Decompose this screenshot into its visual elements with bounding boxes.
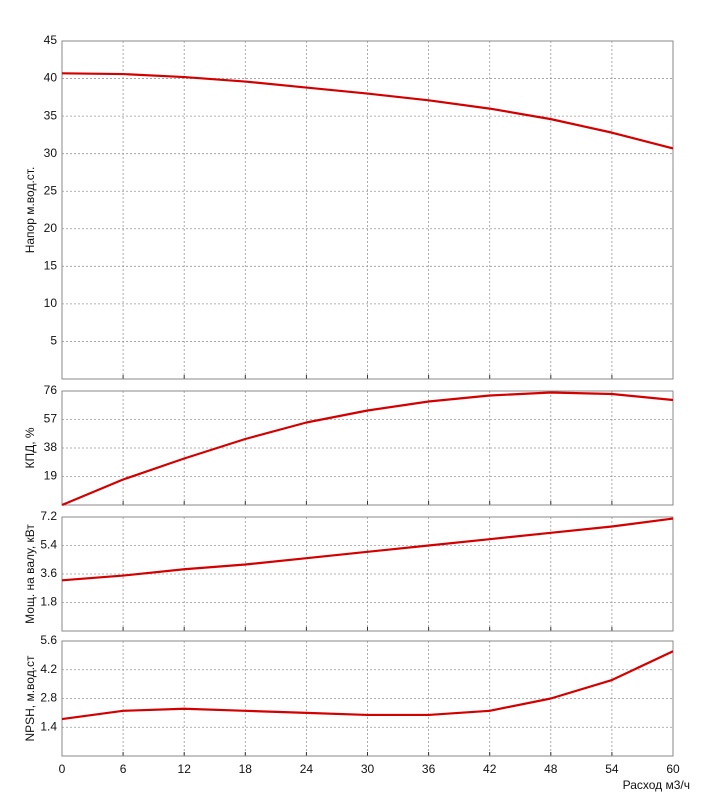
line-series bbox=[61, 650, 674, 721]
y-axis-label: КПД, % bbox=[23, 427, 37, 468]
plot-frame bbox=[61, 390, 674, 506]
x-tick-label: 0 bbox=[59, 762, 66, 776]
x-tick-label: 30 bbox=[361, 762, 375, 776]
y-tick-label: 40 bbox=[44, 71, 58, 85]
x-tick-label: 6 bbox=[120, 762, 127, 776]
y-tick-label: 3.6 bbox=[40, 566, 57, 580]
y-axis-label: Напор м.вод.ст. bbox=[23, 167, 37, 254]
x-axis-label: Расход м3/ч bbox=[623, 778, 690, 792]
y-tick-label: 35 bbox=[44, 108, 58, 122]
line-series bbox=[61, 72, 674, 150]
x-tick-label: 48 bbox=[544, 762, 558, 776]
plot-frame bbox=[61, 640, 674, 757]
plot-frame bbox=[61, 40, 674, 380]
y-tick-label: 45 bbox=[44, 33, 58, 47]
x-tick-label: 24 bbox=[300, 762, 314, 776]
y-tick-label: 5.4 bbox=[40, 538, 57, 552]
y-tick-label: 2.8 bbox=[40, 691, 57, 705]
x-tick-label: 54 bbox=[605, 762, 619, 776]
line-series bbox=[61, 517, 674, 582]
y-tick-label: 5 bbox=[50, 334, 57, 348]
plot-frame bbox=[61, 516, 674, 632]
y-tick-label: 1.4 bbox=[40, 719, 57, 733]
x-tick-label: 12 bbox=[178, 762, 192, 776]
x-tick-label: 60 bbox=[666, 762, 680, 776]
y-tick-label: 5.6 bbox=[40, 633, 57, 647]
x-tick-label: 42 bbox=[483, 762, 497, 776]
y-tick-label: 1.8 bbox=[40, 595, 57, 609]
x-tick-label: 18 bbox=[239, 762, 253, 776]
y-axis-label: Мощ. на валу, кВт bbox=[23, 524, 37, 624]
x-tick-label: 36 bbox=[422, 762, 436, 776]
y-tick-label: 19 bbox=[44, 469, 58, 483]
y-tick-label: 10 bbox=[44, 296, 58, 310]
y-tick-label: 4.2 bbox=[40, 662, 57, 676]
y-tick-label: 15 bbox=[44, 259, 58, 273]
y-tick-label: 57 bbox=[44, 412, 58, 426]
y-tick-label: 20 bbox=[44, 221, 58, 235]
y-tick-label: 30 bbox=[44, 146, 58, 160]
line-series bbox=[61, 391, 674, 507]
y-axis-label: NPSH, м.вод.ст bbox=[23, 655, 37, 742]
y-tick-label: 7.2 bbox=[40, 509, 57, 523]
y-tick-label: 38 bbox=[44, 440, 58, 454]
y-tick-label: 76 bbox=[44, 383, 58, 397]
y-tick-label: 25 bbox=[44, 183, 58, 197]
